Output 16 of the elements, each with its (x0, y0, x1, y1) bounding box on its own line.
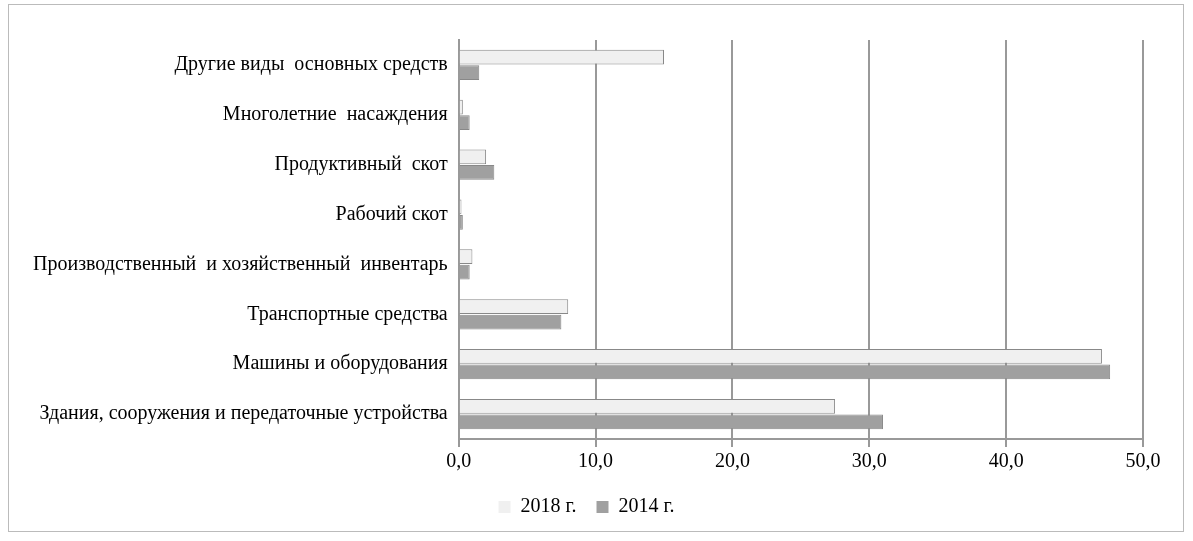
y-tick-label: Машины и оборудования (232, 351, 448, 375)
y-tick-label: Рабочий скот (335, 201, 448, 224)
x-tick-label: 50,0 (1125, 449, 1161, 472)
y-tick-label: Производственный и хозяйственный инвентарь (32, 251, 448, 275)
x-tick-label: 40,0 (988, 449, 1024, 472)
x-tick-label: 10,0 (578, 449, 614, 472)
y-tick-label: Многолетние насаждения (222, 102, 448, 126)
y-tick-label: Другие виды основных средств (174, 52, 448, 76)
legend-label: 2018 г. (520, 494, 577, 517)
x-tick-label: 20,0 (714, 449, 750, 472)
legend-label: 2014 г. (618, 494, 675, 517)
x-tick-label: 0,0 (446, 449, 472, 472)
y-tick-label: Здания, сооружения и передаточные устройства (39, 401, 448, 425)
y-tick-label: Продуктивный скот (274, 151, 448, 175)
x-tick-label: 30,0 (851, 449, 887, 472)
y-tick-label: Транспортные средства (247, 301, 448, 325)
